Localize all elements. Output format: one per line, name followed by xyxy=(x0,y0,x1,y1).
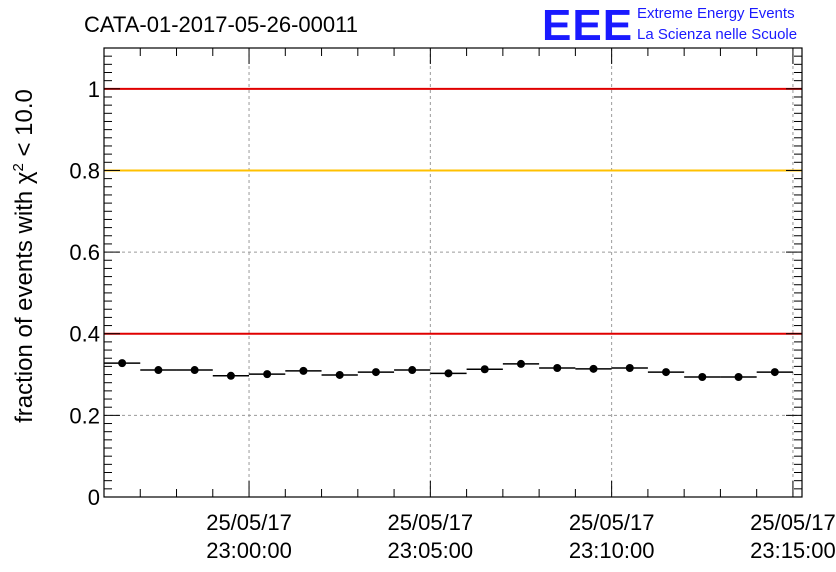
grid-lines xyxy=(104,48,802,497)
y-tick-label: 1 xyxy=(88,77,100,102)
data-point xyxy=(226,371,235,380)
data-point xyxy=(118,359,127,368)
y-tick-label: 0.8 xyxy=(69,158,100,183)
data-point xyxy=(770,368,779,377)
data-point xyxy=(408,366,417,375)
x-tick-label-date: 25/05/17 xyxy=(388,510,474,535)
data-point xyxy=(734,372,743,381)
data-point xyxy=(371,368,380,377)
x-tick-label-date: 25/05/17 xyxy=(750,510,836,535)
data-series xyxy=(104,359,793,381)
plot-frame xyxy=(103,47,803,498)
data-point xyxy=(625,364,634,373)
x-tick-label-time: 23:05:00 xyxy=(388,538,474,563)
data-point xyxy=(335,370,344,379)
data-point xyxy=(698,372,707,381)
eee-logo: EEE Extreme Energy Events La Scienza nel… xyxy=(542,1,797,50)
logo-letters: EEE xyxy=(542,1,633,50)
data-point xyxy=(516,359,525,368)
x-tick-label-time: 23:00:00 xyxy=(206,538,292,563)
y-axis-label: fraction of events with χ2 < 10.0 xyxy=(10,89,38,423)
x-tick-label-time: 23:10:00 xyxy=(569,538,655,563)
data-point xyxy=(299,366,308,375)
data-point xyxy=(263,370,272,379)
y-axis-label-sup: 2 xyxy=(10,163,27,171)
data-point xyxy=(662,368,671,377)
y-axis-label-suffix: < 10.0 xyxy=(11,89,38,163)
x-tick-label-date: 25/05/17 xyxy=(206,510,292,535)
logo-line-1: Extreme Energy Events xyxy=(637,5,795,22)
tick-labels: 0 0.2 0.4 0.6 0.8 1 25/05/17 23:00:00 25/05/17 23… xyxy=(69,77,835,563)
y-axis-label-prefix: fraction of events with xyxy=(11,184,38,423)
data-point xyxy=(480,365,489,374)
y-tick-label: 0.6 xyxy=(69,240,100,265)
data-point xyxy=(190,366,199,375)
reference-lines xyxy=(104,87,802,335)
x-tick-label-date: 25/05/17 xyxy=(569,510,655,535)
y-tick-label: 0 xyxy=(88,485,100,510)
data-point xyxy=(444,369,453,378)
x-tick-label-time: 23:15:00 xyxy=(750,538,836,563)
data-point xyxy=(589,364,598,373)
data-point xyxy=(553,364,562,373)
logo-line-2: La Scienza nelle Scuole xyxy=(637,26,797,43)
axes xyxy=(103,47,803,498)
y-tick-label: 0.2 xyxy=(69,403,100,428)
y-tick-label: 0.4 xyxy=(69,322,100,347)
y-axis-label-chi: χ xyxy=(11,171,38,184)
chart-title: CATA-01-2017-05-26-00011 xyxy=(84,12,358,37)
data-point xyxy=(154,366,163,375)
